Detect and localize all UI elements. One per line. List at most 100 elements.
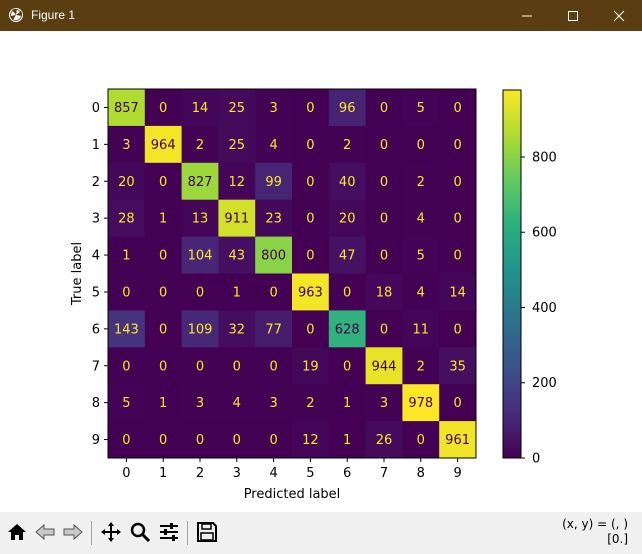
matrix-cell bbox=[402, 421, 440, 459]
toolbar-separator bbox=[91, 521, 92, 545]
cell-value-label: 0 bbox=[453, 101, 461, 116]
cell-value-label: 5 bbox=[417, 101, 425, 116]
cell-value-label: 40 bbox=[339, 175, 356, 190]
matrix-cell bbox=[144, 310, 183, 348]
matrix-cell bbox=[328, 89, 367, 127]
cell-value-label: 2 bbox=[343, 138, 351, 153]
matrix-cell bbox=[181, 125, 219, 164]
cell-value-label: 0 bbox=[122, 359, 130, 374]
colorbar-tick-label: 0 bbox=[532, 452, 540, 467]
cell-value-label: 109 bbox=[188, 322, 213, 337]
y-tick-label: 4 bbox=[92, 249, 100, 264]
matrix-cell bbox=[439, 199, 477, 238]
matrix-cell bbox=[255, 273, 293, 311]
matrix-cell bbox=[328, 236, 367, 274]
cell-value-label: 827 bbox=[188, 175, 213, 190]
cell-value-label: 5 bbox=[122, 396, 130, 411]
colorbar bbox=[502, 89, 522, 459]
x-tick-label: 6 bbox=[343, 466, 351, 481]
home-button[interactable] bbox=[4, 519, 30, 545]
cell-value-label: 3 bbox=[122, 138, 130, 153]
cell-value-label: 35 bbox=[449, 359, 466, 374]
matrix-cell bbox=[328, 384, 367, 422]
y-tick-label: 9 bbox=[92, 433, 100, 448]
coords-xy: (x, y) = (, ) bbox=[562, 517, 628, 531]
cell-value-label: 0 bbox=[306, 322, 314, 337]
cell-value-label: 0 bbox=[269, 359, 277, 374]
y-tick-label: 6 bbox=[92, 322, 100, 337]
matrix-cell bbox=[108, 347, 146, 385]
matrix-cell bbox=[439, 162, 477, 201]
cell-value-label: 4 bbox=[233, 396, 241, 411]
plot-frame bbox=[107, 88, 477, 459]
home-icon bbox=[8, 524, 26, 540]
cell-value-label: 1 bbox=[233, 285, 241, 300]
minimize-button[interactable] bbox=[504, 0, 550, 31]
matrix-cell bbox=[218, 236, 256, 274]
matrix-cell bbox=[328, 162, 367, 201]
matrix-cell bbox=[292, 384, 330, 422]
matrix-cell bbox=[108, 89, 146, 127]
cell-value-label: 0 bbox=[417, 433, 425, 448]
matrix-cell bbox=[181, 273, 219, 311]
cell-value-label: 3 bbox=[269, 101, 277, 116]
matplotlib-logo-icon bbox=[9, 8, 23, 22]
y-axis-label: True label bbox=[70, 242, 85, 306]
configure-subplots-button[interactable] bbox=[156, 519, 182, 545]
matrix-cell bbox=[218, 273, 256, 311]
cell-value-label: 800 bbox=[261, 249, 286, 264]
maximize-button[interactable] bbox=[550, 0, 596, 31]
cell-value-label: 0 bbox=[453, 396, 461, 411]
cell-value-label: 77 bbox=[265, 322, 282, 337]
cell-value-label: 0 bbox=[196, 359, 204, 374]
cell-value-label: 26 bbox=[376, 433, 393, 448]
cell-value-label: 1 bbox=[343, 396, 351, 411]
matrix-cell bbox=[292, 310, 330, 348]
cell-value-label: 0 bbox=[343, 359, 351, 374]
matrix-cell bbox=[144, 125, 183, 164]
x-tick-label: 4 bbox=[269, 466, 277, 481]
back-button[interactable] bbox=[32, 519, 58, 545]
matrix-cell bbox=[328, 199, 367, 238]
cell-value-label: 14 bbox=[449, 285, 466, 300]
matrix-cell bbox=[402, 310, 440, 348]
y-tick-label: 0 bbox=[92, 101, 100, 116]
matrix-cell bbox=[181, 347, 219, 385]
cell-value-label: 2 bbox=[417, 359, 425, 374]
pan-button[interactable] bbox=[98, 519, 124, 545]
x-tick-label: 2 bbox=[196, 466, 204, 481]
forward-button[interactable] bbox=[60, 519, 86, 545]
matrix-cell bbox=[365, 421, 403, 459]
close-button[interactable] bbox=[596, 0, 642, 31]
matrix-cell bbox=[365, 310, 403, 348]
matrix-cell bbox=[181, 421, 219, 459]
cell-value-label: 0 bbox=[306, 138, 314, 153]
cell-value-label: 4 bbox=[417, 212, 425, 227]
cell-value-label: 0 bbox=[453, 212, 461, 227]
matrix-cell bbox=[439, 236, 477, 274]
matrix-cell bbox=[402, 384, 440, 422]
cell-value-label: 19 bbox=[302, 359, 319, 374]
colorbar-tick-label: 400 bbox=[532, 301, 557, 316]
matrix-cell bbox=[181, 199, 219, 238]
cell-value-label: 18 bbox=[376, 285, 393, 300]
matrix-cell bbox=[328, 273, 367, 311]
matrix-cell bbox=[255, 310, 293, 348]
cell-value-label: 0 bbox=[159, 322, 167, 337]
y-tick-label: 1 bbox=[92, 138, 100, 153]
cell-value-label: 1 bbox=[343, 433, 351, 448]
y-tick-label: 5 bbox=[92, 285, 100, 300]
cell-value-label: 0 bbox=[233, 433, 241, 448]
matrix-cell bbox=[402, 89, 440, 127]
matrix-cell bbox=[144, 347, 183, 385]
zoom-button[interactable] bbox=[127, 519, 153, 545]
cell-value-label: 11 bbox=[413, 322, 430, 337]
cell-value-label: 23 bbox=[265, 212, 282, 227]
save-button[interactable] bbox=[194, 519, 220, 545]
figure-canvas[interactable]: 857 0 14 25 3 0 96 0 5 0 3 964 2 25 4 0 2 0 0 0 20 0 827 12 99 0 4… bbox=[0, 31, 642, 512]
matrix-cell bbox=[218, 125, 256, 164]
close-icon bbox=[613, 10, 625, 21]
toolbar-separator bbox=[187, 521, 188, 545]
matrix-cell bbox=[365, 384, 403, 422]
matrix-cell bbox=[365, 125, 403, 164]
